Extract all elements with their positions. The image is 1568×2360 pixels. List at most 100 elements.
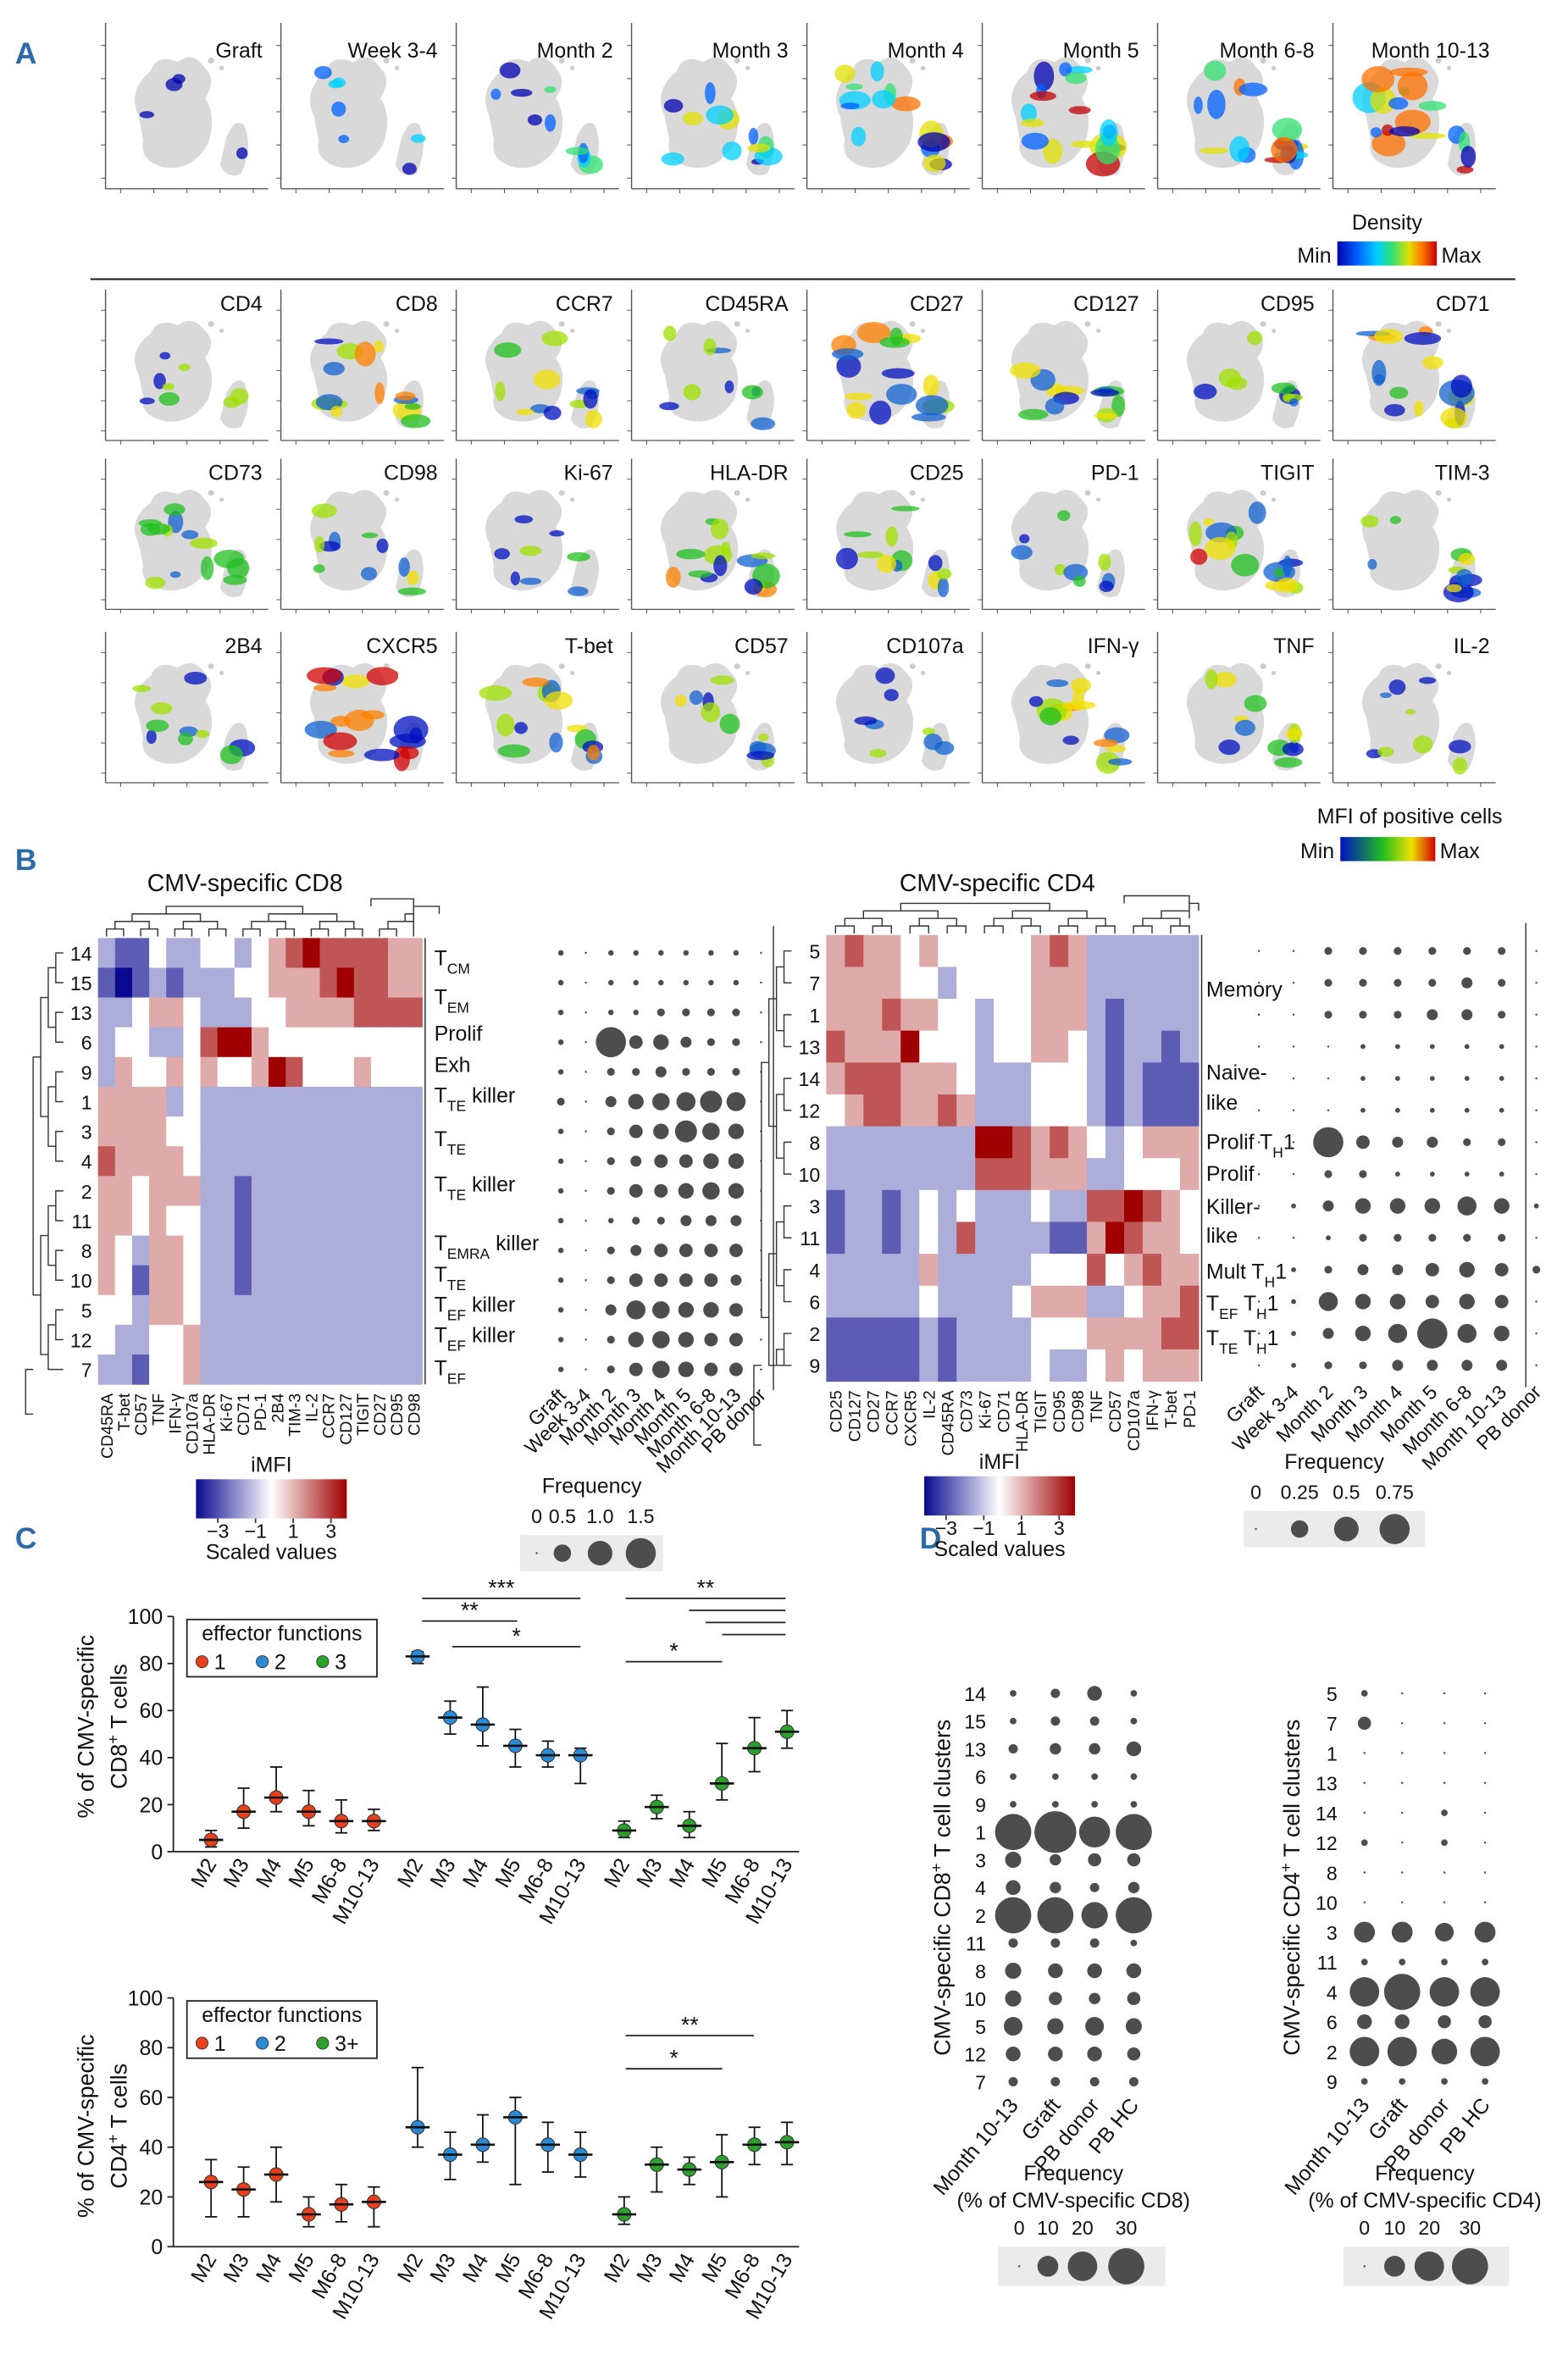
row-label: 14 — [964, 1683, 986, 1705]
frequency-dot — [1499, 1107, 1504, 1113]
heatmap-cell — [1031, 1062, 1050, 1095]
row-label: 5 — [1327, 1683, 1338, 1705]
heatmap-cell — [1143, 1285, 1162, 1318]
frequency-dot — [706, 1067, 715, 1076]
colorbar — [1340, 837, 1436, 861]
dendrogram — [918, 917, 957, 927]
cluster-annotation: TEF — [435, 1356, 467, 1387]
frequency-dot — [585, 1011, 587, 1014]
tsne-background — [1260, 57, 1266, 64]
frequency-dot — [704, 1244, 718, 1258]
tsne-density — [360, 567, 378, 581]
heatmap-cell — [234, 1116, 252, 1147]
frequency-dot — [1359, 978, 1367, 987]
panel-title: TIM-3 — [1435, 461, 1490, 485]
tsne-density — [1377, 746, 1394, 757]
row-label: 7 — [1327, 1713, 1338, 1735]
frequency-dot — [1435, 1922, 1454, 1942]
heatmap-cell — [336, 1265, 355, 1296]
frequency-dot — [1400, 1811, 1404, 1814]
colorbar — [924, 1476, 1076, 1516]
frequency-dot — [557, 1188, 564, 1194]
frequency-dot — [1535, 1077, 1538, 1080]
legend-dot — [625, 1537, 657, 1569]
frequency-dot — [678, 1332, 695, 1348]
frequency-dot — [1499, 1076, 1504, 1082]
tsne-density — [219, 745, 243, 765]
heatmap-cell — [388, 1324, 406, 1355]
frequency-dot — [653, 1034, 669, 1050]
frequency-dot — [1087, 1686, 1102, 1701]
cluster-annotation: TTE TH1 — [1206, 1327, 1279, 1357]
frequency-dot — [633, 979, 639, 986]
panel-title: CD95 — [1260, 292, 1315, 316]
tsne-density — [1229, 136, 1250, 163]
frequency-dot — [1050, 2076, 1061, 2087]
heatmap-cell — [900, 967, 920, 1000]
tsne-background — [1435, 321, 1442, 327]
frequency-dot — [1047, 2018, 1064, 2035]
heatmap-cell — [938, 967, 957, 1000]
heatmap-cell — [370, 967, 389, 999]
heatmap-cell — [1012, 1254, 1032, 1287]
legend-dot — [1363, 2265, 1366, 2268]
frequency-dot — [1257, 1013, 1260, 1017]
heatmap-cell — [882, 1158, 901, 1191]
column-label: CD127 — [845, 1390, 864, 1442]
tsne-background — [1446, 497, 1452, 502]
heatmap-cell — [388, 1146, 406, 1177]
frequency-dot — [728, 1123, 745, 1139]
frequency-dot — [632, 1067, 640, 1076]
frequency-dot — [1010, 1801, 1017, 1808]
tsne-background — [219, 65, 224, 71]
tsne-density — [169, 571, 181, 579]
y-tick-label: 100 — [128, 1986, 163, 2010]
row-label: 6 — [81, 1032, 92, 1054]
frequency-dot — [679, 1273, 693, 1288]
frequency-dot — [1363, 1781, 1366, 1784]
row-label: 5 — [809, 940, 820, 962]
tsne-background — [394, 65, 400, 71]
legend-dot — [1290, 1520, 1309, 1538]
frequency-dot — [1400, 1871, 1404, 1874]
tsne-density — [747, 143, 771, 153]
frequency-dot — [1359, 947, 1367, 956]
frequency-dot — [1360, 1839, 1368, 1847]
frequency-dot — [760, 981, 762, 984]
frequency-dot — [1130, 1773, 1138, 1781]
heatmap-cell — [1068, 1285, 1088, 1318]
heatmap-cell — [149, 967, 167, 999]
tsne-density — [376, 538, 389, 553]
heatmap-cell — [217, 1294, 235, 1326]
heatmap-cell — [882, 967, 901, 1000]
tsne-density — [665, 566, 681, 588]
column-label: TNF — [149, 1393, 168, 1426]
heatmap-cell — [1031, 1285, 1050, 1318]
tsne-density — [163, 503, 186, 516]
frequency-dot — [1535, 1013, 1538, 1017]
heatmap-cell — [302, 997, 321, 1028]
row-label: 7 — [809, 972, 820, 994]
heatmap-cell — [97, 997, 116, 1028]
row-label: 5 — [975, 2016, 986, 2038]
row-label: 11 — [72, 1210, 92, 1233]
dendrogram — [32, 1056, 42, 1296]
legend-tick-label: 0.25 — [1281, 1481, 1319, 1503]
dendrogram — [1123, 895, 1190, 904]
tsne-background — [394, 497, 400, 502]
x-tick-label: M3 — [219, 2249, 254, 2286]
heatmap-cell — [234, 1176, 252, 1206]
legend-label: 3+ — [335, 2032, 358, 2056]
heatmap-cell — [183, 1086, 202, 1117]
frequency-dot — [1394, 1044, 1400, 1050]
heatmap-cell — [217, 938, 235, 968]
tsne-density — [870, 61, 884, 82]
heatmap-cell — [956, 934, 976, 967]
heatmap-cell — [388, 1355, 406, 1385]
heatmap-cell — [1143, 1222, 1162, 1255]
x-tick-label: M4 — [664, 1854, 700, 1892]
dendrogram — [40, 996, 48, 1117]
frequency-dot — [557, 1307, 564, 1313]
heatmap-cell — [1031, 967, 1050, 1000]
tsne-density — [836, 355, 862, 378]
